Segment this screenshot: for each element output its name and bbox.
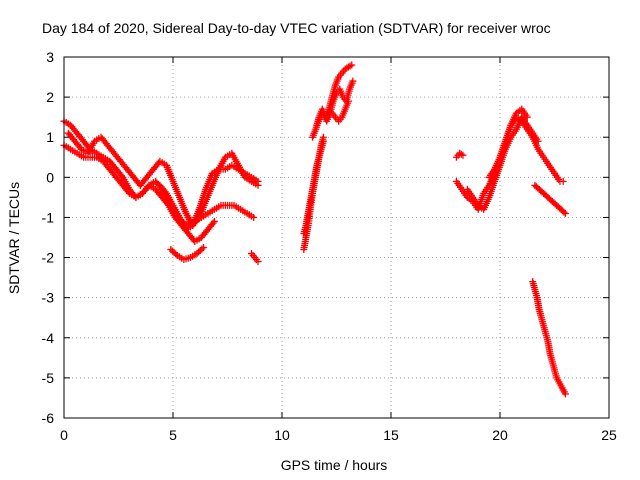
data-point xyxy=(195,248,203,256)
y-tick-label: -3 xyxy=(42,290,55,306)
data-point xyxy=(118,172,126,180)
data-point xyxy=(561,390,569,398)
data-point xyxy=(561,209,569,217)
y-tick-label: -1 xyxy=(42,209,55,225)
data-point xyxy=(209,219,217,227)
data-point xyxy=(167,246,175,254)
x-tick-label: 5 xyxy=(169,427,177,443)
y-tick-label: -6 xyxy=(42,410,55,426)
series-arc-e xyxy=(167,244,208,264)
data-point xyxy=(200,244,208,252)
data-point xyxy=(346,62,354,70)
data-point xyxy=(250,213,258,221)
y-tick-label: 0 xyxy=(46,169,54,185)
series-arc-l xyxy=(452,149,467,161)
y-tick-label: 3 xyxy=(46,49,54,65)
data-point xyxy=(170,249,178,257)
series-arc-f xyxy=(247,250,262,266)
series-arc-j xyxy=(313,77,357,129)
data-point xyxy=(349,77,357,85)
data-point xyxy=(348,61,356,69)
series-arc-k xyxy=(328,97,352,125)
data-point xyxy=(198,245,206,253)
series-arc-d xyxy=(156,161,262,233)
y-tick-label: -2 xyxy=(42,250,55,266)
data-point xyxy=(534,137,542,145)
data-point xyxy=(560,208,568,216)
y-tick-label: -5 xyxy=(42,370,55,386)
data-points xyxy=(60,61,569,398)
data-point xyxy=(319,137,327,145)
series-arc-p xyxy=(531,181,569,217)
plot-frame xyxy=(63,56,610,419)
data-point xyxy=(196,247,204,255)
series-arc-h xyxy=(300,137,327,237)
data-point xyxy=(523,113,531,121)
x-tick-label: 20 xyxy=(492,427,508,443)
data-point xyxy=(459,151,467,159)
data-point xyxy=(457,150,465,158)
data-point xyxy=(559,177,567,185)
y-tick-label: 2 xyxy=(46,89,54,105)
series-arc-q xyxy=(529,278,569,398)
chart-title: Day 184 of 2020, Sidereal Day-to-day VTE… xyxy=(42,20,551,36)
data-point xyxy=(193,250,201,258)
series-arc-o xyxy=(485,105,531,181)
data-point xyxy=(254,177,262,185)
data-point xyxy=(161,188,169,196)
x-tick-label: 10 xyxy=(274,427,290,443)
data-point xyxy=(210,217,218,225)
data-point xyxy=(254,258,262,266)
data-point xyxy=(344,97,352,105)
y-tick-label: 1 xyxy=(46,129,54,145)
x-tick-label: 15 xyxy=(383,427,399,443)
x-tick-label: 25 xyxy=(601,427,617,443)
x-axis-label: GPS time / hours xyxy=(281,457,388,473)
data-point xyxy=(168,247,176,255)
data-point xyxy=(172,250,180,258)
x-tick-label: 0 xyxy=(60,427,68,443)
y-axis-label: SDTVAR / TECUs xyxy=(6,182,22,294)
y-tick-label: -4 xyxy=(42,330,55,346)
